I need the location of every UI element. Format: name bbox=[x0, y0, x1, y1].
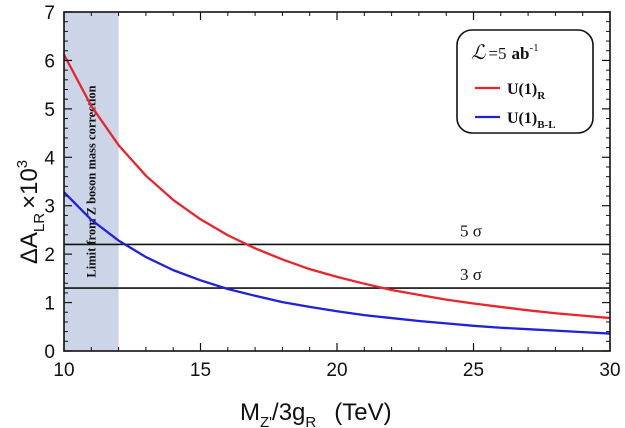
x-axis-title-base: M bbox=[240, 399, 260, 426]
x-tick-label-0: 10 bbox=[53, 360, 74, 381]
y-tick-label-6: 6 bbox=[44, 51, 55, 72]
legend-label-u1bl: U(1)B-L bbox=[507, 110, 556, 131]
series-line-1 bbox=[63, 191, 611, 335]
legend-label-u1r: U(1)R bbox=[507, 81, 546, 102]
significance-lines: 5 σ 3 σ bbox=[64, 221, 610, 289]
x-axis-ticks: 10 15 20 25 30 bbox=[53, 12, 621, 381]
y-axis-title-mult: ×10 bbox=[16, 168, 43, 209]
y-tick-label-2: 2 bbox=[44, 245, 55, 266]
series-lines bbox=[62, 54, 611, 335]
exclusion-band-layer: Limit from Z boson mass correction bbox=[64, 12, 119, 351]
legend-lumi-value: =5 bbox=[488, 44, 506, 63]
legend-label-u1bl-base: U(1) bbox=[507, 110, 537, 127]
x-tick-label-3: 25 bbox=[463, 360, 484, 381]
series-line-0 bbox=[62, 54, 611, 320]
y-tick-label-4: 4 bbox=[44, 148, 55, 169]
sigma-label-0: 5 σ bbox=[460, 221, 482, 240]
y-axis-ticks: 0 1 2 3 4 5 6 7 bbox=[44, 3, 610, 363]
y-tick-label-0: 0 bbox=[44, 342, 55, 363]
legend-label-u1r-base: U(1) bbox=[507, 81, 537, 98]
y-tick-label-3: 3 bbox=[44, 197, 55, 218]
legend-lumi-unit-sup: -1 bbox=[529, 42, 538, 54]
legend-label-u1bl-sub: B-L bbox=[537, 119, 555, 131]
legend-title: ℒ =5 ab-1 bbox=[471, 42, 539, 64]
x-axis-title: MZ'/3gR (TeV) bbox=[240, 399, 392, 428]
y-axis-title: ΔALR ×103 bbox=[14, 160, 48, 264]
y-tick-label-5: 5 bbox=[44, 100, 55, 121]
y-axis-title-sup: 3 bbox=[14, 160, 31, 168]
exclusion-band bbox=[64, 12, 119, 351]
legend-lumi-unit: ab bbox=[512, 44, 530, 63]
legend-lumi-symbol: ℒ bbox=[471, 42, 486, 64]
y-tick-label-7: 7 bbox=[44, 3, 55, 24]
x-axis-title-unit: (TeV) bbox=[334, 399, 391, 426]
sigma-label-1: 3 σ bbox=[460, 265, 482, 284]
legend: ℒ =5 ab-1 U(1)R U(1)B-L bbox=[456, 29, 594, 134]
y-axis-title-base: ΔA bbox=[16, 232, 43, 264]
x-axis-title-mid: /3g bbox=[272, 399, 305, 426]
x-tick-label-4: 30 bbox=[599, 360, 620, 381]
x-axis-title-sub2: R bbox=[305, 414, 316, 428]
exclusion-band-label: Limit from Z boson mass correction bbox=[84, 85, 98, 277]
y-tick-label-1: 1 bbox=[44, 294, 55, 315]
x-axis-title-sub: Z' bbox=[260, 414, 272, 428]
y-axis-title-sub: LR bbox=[31, 213, 48, 232]
legend-label-u1r-sub: R bbox=[537, 90, 546, 102]
x-tick-label-1: 15 bbox=[190, 360, 211, 381]
legend-box bbox=[456, 29, 594, 134]
x-tick-label-2: 20 bbox=[326, 360, 347, 381]
